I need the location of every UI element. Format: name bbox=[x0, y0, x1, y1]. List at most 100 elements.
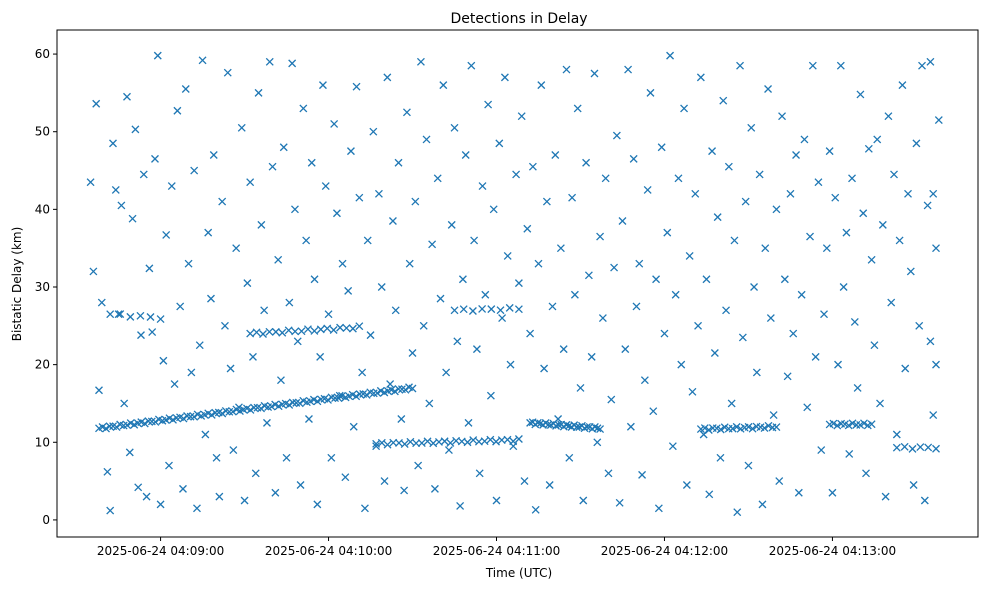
data-point bbox=[198, 56, 207, 65]
data-point bbox=[542, 197, 551, 206]
data-point bbox=[165, 461, 173, 470]
data-point bbox=[190, 412, 199, 421]
data-point bbox=[814, 178, 823, 187]
data-point bbox=[593, 438, 602, 447]
data-point bbox=[349, 422, 358, 431]
data-point bbox=[153, 51, 162, 60]
data-point bbox=[456, 501, 465, 510]
data-point bbox=[556, 244, 565, 253]
data-point bbox=[663, 228, 672, 237]
data-point bbox=[498, 314, 507, 323]
data-point bbox=[416, 57, 425, 66]
data-point bbox=[833, 421, 842, 430]
data-point bbox=[310, 275, 319, 284]
data-point bbox=[274, 255, 283, 264]
y-axis-ticks: 0 10 20 30 40 50 60 bbox=[35, 47, 57, 527]
data-point bbox=[414, 461, 423, 470]
data-point bbox=[388, 217, 397, 225]
data-point bbox=[514, 435, 523, 443]
data-point bbox=[383, 440, 392, 449]
data-point bbox=[694, 321, 703, 330]
data-point bbox=[137, 331, 145, 340]
data-point bbox=[582, 158, 591, 167]
data-point bbox=[442, 368, 451, 377]
data-point bbox=[290, 205, 299, 214]
data-point bbox=[400, 486, 409, 495]
data-point bbox=[514, 305, 523, 314]
data-point bbox=[145, 264, 154, 273]
data-point bbox=[806, 232, 814, 241]
data-point bbox=[316, 325, 325, 334]
data-point bbox=[237, 123, 246, 132]
data-point bbox=[390, 387, 399, 396]
data-point bbox=[117, 201, 126, 210]
data-point bbox=[386, 380, 395, 389]
data-point bbox=[783, 372, 792, 381]
x-tick-label: 2025-06-24 04:12:00 bbox=[601, 544, 728, 558]
data-point bbox=[817, 446, 826, 455]
y-tick-label: 10 bbox=[35, 435, 50, 449]
data-point bbox=[173, 106, 182, 115]
data-point bbox=[469, 436, 478, 445]
data-point bbox=[475, 469, 484, 478]
data-point bbox=[920, 496, 929, 505]
data-point bbox=[394, 158, 403, 167]
data-point bbox=[862, 469, 870, 478]
data-point bbox=[327, 453, 336, 462]
data-point bbox=[282, 453, 291, 462]
data-point bbox=[439, 81, 448, 90]
data-point bbox=[856, 90, 865, 99]
data-point bbox=[288, 59, 297, 68]
data-point bbox=[657, 143, 666, 152]
data-point bbox=[436, 294, 445, 303]
x-tick-label: 2025-06-24 04:09:00 bbox=[97, 544, 224, 558]
data-point bbox=[260, 306, 269, 315]
data-point bbox=[618, 217, 627, 225]
data-point bbox=[321, 182, 330, 191]
data-point bbox=[786, 189, 795, 198]
data-point bbox=[284, 326, 293, 335]
data-point bbox=[848, 174, 856, 183]
data-point bbox=[797, 290, 806, 299]
data-point bbox=[844, 421, 853, 430]
data-point bbox=[909, 481, 918, 489]
data-point bbox=[744, 461, 753, 470]
data-point bbox=[142, 492, 151, 501]
data-point bbox=[808, 61, 817, 70]
data-point bbox=[534, 259, 543, 268]
data-point bbox=[470, 236, 479, 245]
data-point bbox=[860, 419, 868, 428]
data-point bbox=[892, 443, 901, 452]
data-point bbox=[700, 424, 709, 433]
data-point bbox=[223, 68, 232, 77]
data-point bbox=[932, 444, 940, 453]
data-point bbox=[408, 349, 417, 357]
data-point bbox=[285, 401, 294, 409]
data-point bbox=[934, 116, 943, 125]
data-point bbox=[638, 470, 647, 479]
data-point bbox=[453, 337, 462, 346]
data-point bbox=[428, 240, 437, 249]
data-point bbox=[181, 85, 190, 93]
data-point bbox=[391, 306, 400, 315]
data-point bbox=[764, 85, 773, 93]
data-point bbox=[167, 182, 176, 191]
data-point bbox=[752, 368, 761, 377]
data-point bbox=[820, 310, 828, 319]
data-point bbox=[342, 324, 351, 332]
data-point bbox=[898, 81, 907, 90]
data-point bbox=[285, 298, 294, 307]
data-point bbox=[526, 418, 535, 427]
data-point bbox=[329, 326, 338, 334]
data-point bbox=[548, 302, 557, 311]
data-point bbox=[789, 329, 798, 338]
x-tick-label: 2025-06-24 04:11:00 bbox=[433, 544, 560, 558]
data-point bbox=[512, 170, 521, 179]
data-point bbox=[201, 430, 210, 439]
data-point bbox=[212, 453, 221, 462]
data-point bbox=[334, 394, 343, 403]
data-point bbox=[929, 189, 938, 198]
data-point bbox=[904, 189, 912, 198]
data-point bbox=[629, 154, 638, 163]
data-point bbox=[478, 304, 487, 313]
